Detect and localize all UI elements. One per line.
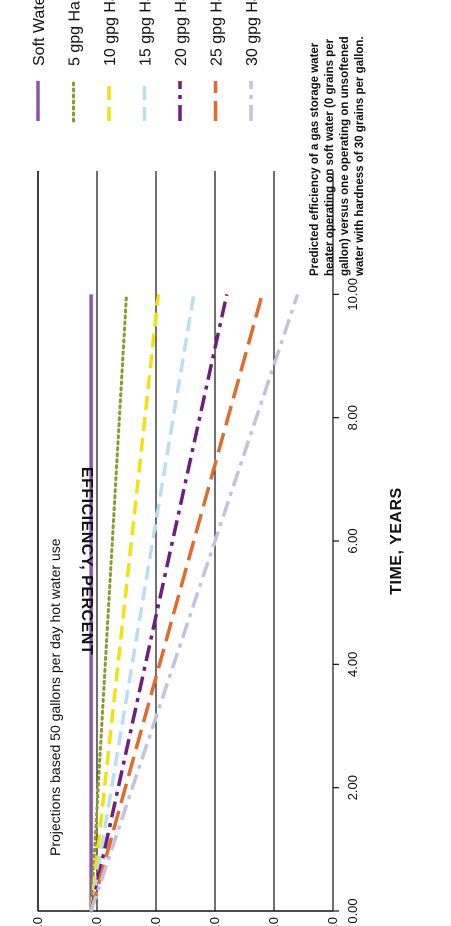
y-tick-label: 50.0 — [325, 917, 340, 926]
x-tick-label: 4.00 — [345, 652, 360, 677]
series-line-4 — [89, 293, 229, 912]
y-tick-label: 60.0 — [207, 917, 222, 926]
legend-label-5: 25 gpg Hardness — [209, 0, 226, 66]
x-tick-label: 8.00 — [345, 405, 360, 430]
y-tick-label: 65.0 — [148, 917, 163, 926]
y-axis-ticks: 50.0 55.0 60.0 65.0 70.0 75.0 — [30, 917, 340, 926]
caption-line: gallon) versus one operating on unsoften… — [339, 36, 351, 276]
x-axis-title: TIME, YEARS — [388, 487, 405, 594]
series-line-2 — [89, 294, 161, 912]
projection-note: Projections based 50 gallons per day hot… — [47, 538, 63, 856]
x-tick-label: 2.00 — [345, 775, 360, 800]
legend-label-1: 5 gpg Hardness — [67, 0, 84, 66]
caption-line: water with hardness of 30 grains per gal… — [354, 36, 366, 277]
series-line-5 — [89, 293, 264, 912]
series-line-6 — [89, 293, 300, 912]
x-tick-label: 6.00 — [345, 528, 360, 553]
legend: Soft Water 5 gpg Hardness 10 gpg Hardness 1… — [31, 0, 261, 123]
x-tick-label: 10.00 — [345, 278, 360, 311]
legend-label-2: 10 gpg Hardness — [102, 0, 119, 66]
caption-line: heater operating on soft water (0 grains… — [324, 38, 336, 276]
legend-label-6: 30 gpg Hardness — [244, 0, 261, 66]
y-axis-title: EFFICIENCY, PERCENT — [78, 467, 95, 655]
x-axis-ticks: 0.00 2.00 4.00 6.00 8.00 10.00 — [333, 278, 360, 924]
y-tick-label: 55.0 — [266, 917, 281, 926]
caption-line: Predicted efficiency of a gas storage wa… — [309, 42, 321, 276]
series-lines — [89, 292, 300, 913]
y-tick-label: 75.0 — [30, 917, 45, 926]
legend-label-4: 20 gpg Hardness — [173, 0, 190, 66]
series-line-1 — [89, 292, 128, 913]
y-tick-label: 70.0 — [89, 917, 104, 926]
x-tick-label: 0.00 — [345, 898, 360, 923]
caption: Predicted efficiency of a gas storage wa… — [309, 36, 366, 277]
legend-label-0: Soft Water — [31, 0, 48, 66]
legend-label-3: 15 gpg Hardness — [138, 0, 155, 66]
